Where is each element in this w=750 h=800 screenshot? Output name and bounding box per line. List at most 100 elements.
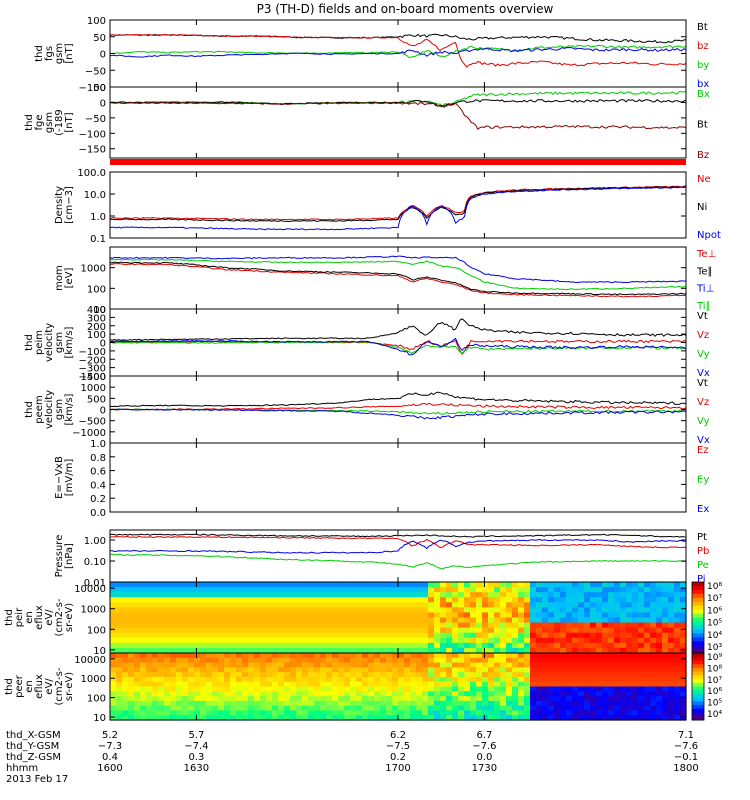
spectrogram-cell bbox=[236, 597, 243, 603]
spectrogram-cell bbox=[338, 676, 345, 683]
spectrogram-cell bbox=[176, 700, 183, 707]
spectrogram-cell bbox=[344, 592, 351, 598]
spectrogram-cell bbox=[638, 632, 645, 639]
spectrogram-cell bbox=[668, 607, 675, 614]
spectrogram-cell bbox=[392, 617, 399, 624]
spectrogram-cell bbox=[518, 672, 525, 678]
spectrogram-cell bbox=[398, 592, 405, 598]
spectrogram-cell bbox=[494, 592, 501, 598]
spectrogram-cell bbox=[638, 662, 645, 668]
spectrogram-cell bbox=[296, 607, 303, 614]
spectrogram-cell bbox=[572, 681, 579, 688]
spectrogram-cell bbox=[644, 696, 651, 702]
spectrogram-cell bbox=[458, 691, 465, 697]
spectrogram-cell bbox=[278, 607, 285, 614]
x-row-label: thd_Y-GSM bbox=[6, 741, 59, 752]
spectrogram-cell bbox=[650, 637, 657, 644]
spectrogram-cell bbox=[596, 657, 603, 664]
spectrogram-cell bbox=[320, 700, 327, 707]
spectrogram-cell bbox=[584, 662, 591, 668]
spectrogram-cell bbox=[530, 653, 537, 659]
spectrogram-cell bbox=[482, 607, 489, 614]
spectrogram-cell bbox=[626, 642, 633, 649]
spectrogram-cell bbox=[500, 686, 507, 692]
spectrogram-cell bbox=[368, 617, 375, 624]
spectrogram-cell bbox=[428, 617, 435, 624]
spectrogram-cell bbox=[638, 672, 645, 678]
spectrogram-cell bbox=[530, 672, 537, 678]
spectrogram-cell bbox=[668, 696, 675, 702]
spectrogram-cell bbox=[326, 647, 333, 654]
spectrogram-cell bbox=[350, 612, 357, 619]
spectrogram-cell bbox=[656, 592, 663, 598]
spectrogram-cell bbox=[578, 647, 585, 654]
spectrogram-cell bbox=[386, 653, 393, 659]
spectrogram-cell bbox=[380, 607, 387, 614]
spectrogram-cell bbox=[110, 597, 117, 603]
spectrogram-cell bbox=[572, 632, 579, 639]
y-axis-label: [km/s] bbox=[64, 326, 75, 358]
spectrogram-cell bbox=[266, 686, 273, 692]
spectrogram-cell bbox=[290, 597, 297, 603]
spectrogram-cell bbox=[410, 653, 417, 659]
spectrogram-cell bbox=[272, 637, 279, 644]
spectrogram-cell bbox=[284, 602, 291, 608]
spectrogram-cell bbox=[656, 686, 663, 692]
spectrogram-cell bbox=[614, 632, 621, 639]
spectrogram-cell bbox=[224, 582, 231, 588]
spectrogram-cell bbox=[284, 642, 291, 649]
spectrogram-cell bbox=[248, 705, 255, 712]
spectrogram-cell bbox=[368, 676, 375, 683]
spectrogram-cell bbox=[650, 672, 657, 678]
spectrogram-cell bbox=[320, 705, 327, 712]
spectrogram-cell bbox=[488, 617, 495, 624]
spectrogram-cell bbox=[332, 667, 339, 673]
spectrogram-cell bbox=[338, 587, 345, 593]
spectrogram-cell bbox=[650, 587, 657, 593]
spectrogram-cell bbox=[206, 676, 213, 683]
spectrogram-cell bbox=[296, 676, 303, 683]
spectrogram-cell bbox=[146, 676, 153, 683]
spectrogram-cell bbox=[650, 597, 657, 603]
spectrogram-cell bbox=[434, 587, 441, 593]
spectrogram-cell bbox=[584, 582, 591, 588]
spectrogram-cell bbox=[620, 642, 627, 649]
colorbar-segment bbox=[692, 582, 704, 587]
spectrogram-cell bbox=[296, 582, 303, 588]
spectrogram-cell bbox=[374, 637, 381, 644]
panel-frame bbox=[109, 442, 687, 513]
spectrogram-cell bbox=[458, 705, 465, 712]
spectrogram-cell bbox=[470, 582, 477, 588]
spectrogram-cell bbox=[326, 627, 333, 634]
spectrogram-cell bbox=[272, 686, 279, 692]
y-axis-label: gsm bbox=[44, 112, 55, 133]
spectrogram-cell bbox=[476, 681, 483, 688]
spectrogram-cell bbox=[194, 597, 201, 603]
spectrogram-cell bbox=[152, 627, 159, 634]
spectrogram-cell bbox=[146, 691, 153, 697]
spectrogram-cell bbox=[110, 632, 117, 639]
spectrogram-cell bbox=[590, 672, 597, 678]
spectrogram-cell bbox=[356, 657, 363, 664]
spectrogram-cell bbox=[560, 691, 567, 697]
spectrogram-cell bbox=[512, 617, 519, 624]
spectrogram-cell bbox=[386, 700, 393, 707]
spectrogram-cell bbox=[146, 607, 153, 614]
spectrogram-cell bbox=[488, 587, 495, 593]
spectrogram-cell bbox=[548, 642, 555, 649]
spectrogram-cell bbox=[440, 612, 447, 619]
spectrogram-cell bbox=[476, 632, 483, 639]
spectrogram-cell bbox=[152, 647, 159, 654]
spectrogram-cell bbox=[218, 632, 225, 639]
spectrogram-cell bbox=[596, 592, 603, 598]
spectrogram-cell bbox=[512, 710, 519, 716]
spectrogram-cell bbox=[158, 642, 165, 649]
spectrogram-cell bbox=[356, 597, 363, 603]
spectrogram-cell bbox=[500, 642, 507, 649]
spectrogram-cell bbox=[284, 691, 291, 697]
spectrogram-cell bbox=[590, 602, 597, 608]
spectrogram-cell bbox=[350, 667, 357, 673]
spectrogram-cell bbox=[596, 676, 603, 683]
spectrogram-cell bbox=[476, 705, 483, 712]
